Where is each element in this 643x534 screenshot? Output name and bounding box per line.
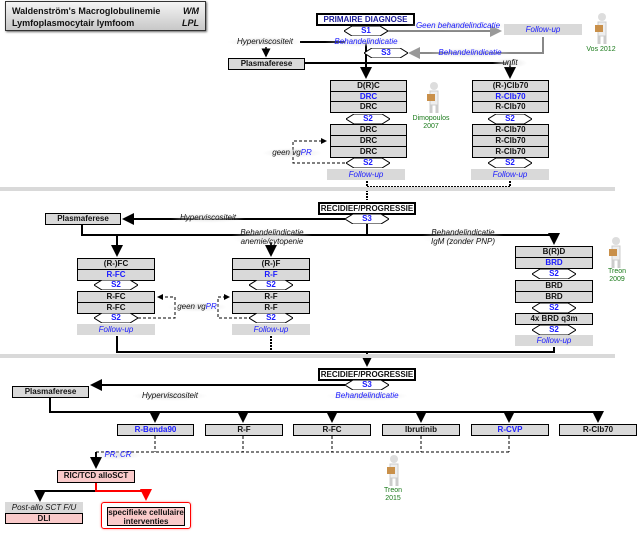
regimen-cell: DRC	[330, 101, 407, 113]
plasmapheresis-box[interactable]: Plasmaferese	[228, 58, 305, 70]
clb70-column-2: R-Clb70 R-Clb70 R-Clb70	[472, 124, 549, 158]
citation-dimopoulos: Dimopoulos 2007	[412, 115, 450, 130]
s2-diamond: S2	[487, 113, 533, 125]
treatment-indication-label: Behandelindicatie	[325, 391, 409, 401]
s3-diamond: S3	[344, 213, 390, 225]
s2-diamond: S2	[248, 279, 294, 291]
option-ibrutinib[interactable]: Ibrutinib	[382, 424, 460, 436]
citation-treon-2009: Treon 2009	[607, 268, 627, 283]
s2-diamond: S2	[93, 312, 139, 324]
option-r-benda90[interactable]: R-Benda90	[117, 424, 194, 436]
title-abbr1: WM	[183, 6, 199, 16]
clb70-column: (R-)Clb70 R-Clb70 R-Clb70	[472, 80, 549, 113]
regimen-cell: 4x BRD q3m	[515, 313, 593, 325]
s3-diamond: S3	[344, 379, 390, 391]
follow-up-box[interactable]: Follow-up	[471, 169, 549, 180]
follow-up-box[interactable]: Follow-up	[77, 324, 155, 335]
option-r-f[interactable]: R-F	[205, 424, 283, 436]
s2-diamond: S2	[487, 157, 533, 169]
title-line2: Lymfoplasmocytair lymfoom	[12, 18, 135, 28]
no-vgpr-label: geen vgPR	[167, 302, 227, 312]
option-r-fc[interactable]: R-FC	[293, 424, 371, 436]
follow-up-box[interactable]: Follow-up	[232, 324, 310, 335]
f-column: (R-)F R-F	[232, 258, 310, 281]
drc-column-2: DRC DRC DRC	[330, 124, 407, 158]
s2-diamond: S2	[531, 324, 577, 336]
fc-column-2: R-FC R-FC	[77, 291, 155, 314]
specific-cellular-interventions-frame: specifieke cellulaire interventies	[101, 502, 191, 529]
citation-vos: Vos 2012	[586, 46, 616, 53]
pr-cr-label: PR, CR	[94, 450, 142, 460]
hyperviscosity-label: Hyperviscositeit	[169, 213, 247, 223]
reading-person-icon	[383, 455, 405, 487]
title-abbr2: LPL	[182, 18, 199, 28]
brd-column: B(R)D BRD	[515, 246, 593, 269]
section-divider	[0, 187, 615, 191]
follow-up-box[interactable]: Follow-up	[515, 335, 593, 346]
title-box: Waldenström's Macroglobulinemie WM Lymfop…	[5, 1, 206, 31]
fc-column: (R-)FC R-FC	[77, 258, 155, 281]
reading-person-icon	[591, 13, 613, 45]
specific-cellular-interventions-box[interactable]: specifieke cellulaire interventies	[107, 507, 185, 526]
primary-follow-up-box[interactable]: Follow-up	[504, 24, 582, 35]
reading-person-icon	[605, 237, 627, 269]
hyperviscosity-label: Hyperviscositeit	[226, 37, 304, 47]
regimen-cell: DRC	[330, 146, 407, 158]
follow-up-box[interactable]: Follow-up	[327, 169, 405, 180]
treatment-indication-label-2: Behandelindicatie	[428, 48, 512, 58]
s1-diamond: S1	[343, 25, 389, 37]
unfit-label: unfit	[492, 58, 528, 68]
no-vgpr-label: geen vgPR	[262, 148, 322, 158]
s3-diamond: S3	[363, 47, 409, 59]
s2-diamond: S2	[93, 279, 139, 291]
drc-column: D(R)C DRC DRC	[330, 80, 407, 113]
primary-diagnosis-box[interactable]: PRIMAIRE DIAGNOSE	[316, 13, 415, 26]
s2-diamond: S2	[345, 113, 391, 125]
plasmapheresis-box[interactable]: Plasmaferese	[12, 386, 89, 398]
regimen-cell: BRD	[515, 291, 593, 303]
s2-diamond: S2	[248, 312, 294, 324]
post-allo-follow-up: Post-allo SCT F/U	[5, 502, 83, 513]
option-r-cvp[interactable]: R-CVP	[471, 424, 549, 436]
reading-person-icon	[423, 82, 445, 114]
f-column-2: R-F R-F	[232, 291, 310, 314]
option-r-clb70[interactable]: R-Clb70	[559, 424, 637, 436]
s2-diamond: S2	[531, 302, 577, 314]
dli-box[interactable]: DLI	[5, 513, 83, 524]
section-divider	[0, 354, 615, 358]
title-line1: Waldenström's Macroglobulinemie	[12, 6, 161, 16]
allo-sct-box[interactable]: RIC/TCD alloSCT	[57, 470, 135, 483]
treatment-indication-label: Behandelindicatie	[324, 37, 408, 47]
s2-diamond: S2	[345, 157, 391, 169]
s2-diamond: S2	[531, 268, 577, 280]
regimen-cell: R-Clb70	[472, 146, 549, 158]
hyperviscosity-label: Hyperviscositeit	[131, 391, 209, 401]
regimen-cell: R-Clb70	[472, 101, 549, 113]
treatment-indication-anemia-label: Behandelindicatie anemie/cytopenie	[230, 228, 314, 246]
citation-treon-2015: Treon 2015	[383, 487, 403, 502]
plasmapheresis-box[interactable]: Plasmaferese	[45, 213, 121, 225]
regimen-cell: BRD	[515, 257, 593, 269]
treatment-indication-igm-label: Behandelindicatie IgM (zonder PNP)	[420, 228, 506, 246]
brd-column-2: BRD BRD	[515, 280, 593, 303]
no-treatment-indication-label: Geen behandelindicatie	[403, 21, 513, 31]
